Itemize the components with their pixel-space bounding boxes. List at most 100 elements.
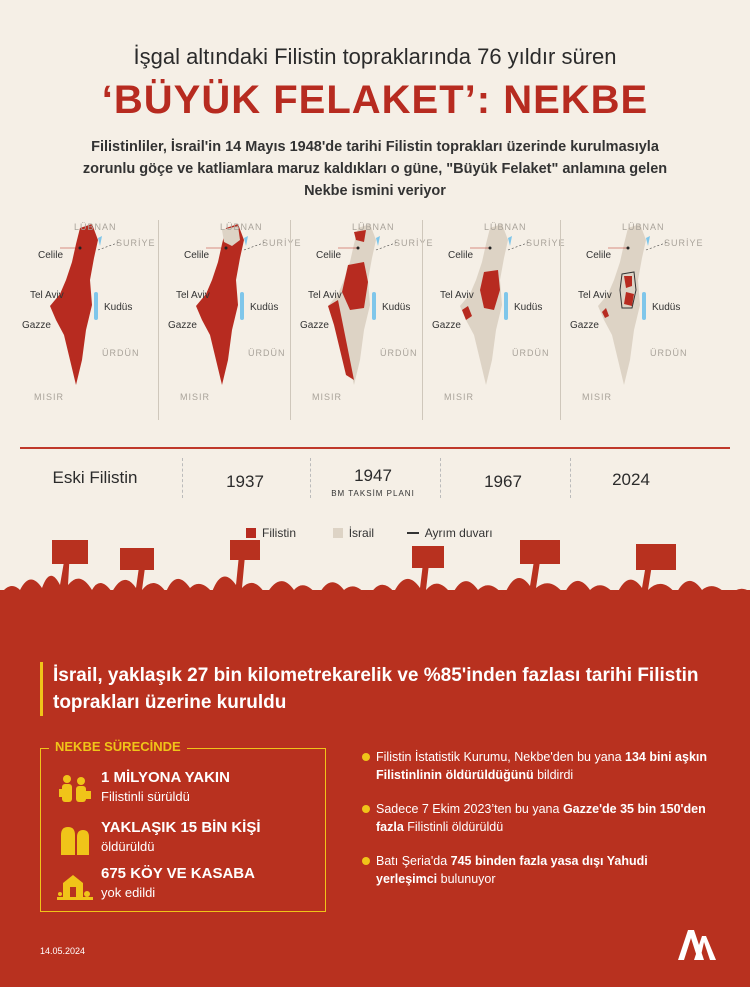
fact-item: Filistin İstatistik Kurumu, Nekbe'den bu… xyxy=(362,748,712,784)
map-panel: LÜBNAN SURİYE ÜRDÜN MISIR Celile Tel Aviv Gazz… xyxy=(568,210,703,450)
box-title: NEKBE SÜRECİNDE xyxy=(49,739,187,754)
refugees-icon xyxy=(59,775,91,802)
map-label-syria: SURİYE xyxy=(116,238,156,248)
legend-swatch-palestine xyxy=(246,527,256,538)
map-label-celile: Celile xyxy=(586,250,612,261)
map-label-kudus: Kudüs xyxy=(514,302,543,313)
stat-item: YAKLAŞIK 15 BİN KİŞİ öldürüldü xyxy=(57,819,317,863)
bullet-dot xyxy=(362,753,370,761)
maps-row: LÜBNAN SURİYE ÜRDÜN MISIR Celile Tel Aviv Gazz… xyxy=(20,210,730,450)
map-label-kudus: Kudüs xyxy=(652,302,681,313)
info-panel xyxy=(0,590,750,987)
map-label-jordan: ÜRDÜN xyxy=(380,348,418,358)
fact-highlight: Gazze'de 35 bin 150'den fazla xyxy=(376,802,706,834)
map-label-egypt: MISIR xyxy=(582,392,613,402)
map-label-celile: Celile xyxy=(184,250,210,261)
fact-text: Filistinli öldürüldü xyxy=(403,820,504,834)
map-label-syria: SURİYE xyxy=(394,238,434,248)
map-divider xyxy=(158,220,159,420)
map-label-gazze: Gazze xyxy=(22,320,51,331)
map-panel: LÜBNAN SURİYE ÜRDÜN MISIR Celile Tel Aviv Gazz… xyxy=(430,210,565,450)
map-label-egypt: MISIR xyxy=(312,392,343,402)
map-divider xyxy=(560,220,561,420)
palestine-map xyxy=(50,224,121,385)
stat-value: 1 MİLYONA YAKIN xyxy=(101,769,230,786)
legend-label-israel: İsrail xyxy=(348,525,375,540)
legend-swatch-israel xyxy=(332,527,343,538)
map-divider xyxy=(422,220,423,420)
timeline-label: Eski Filistin xyxy=(52,468,138,487)
map-label-telaviv: Tel Aviv xyxy=(30,290,64,301)
supertitle: İşgal altındaki Filistin topraklarında 7… xyxy=(133,44,617,69)
palestine-map xyxy=(460,224,531,385)
timeline-label: 2024 xyxy=(612,470,650,489)
facts-list: Filistin İstatistik Kurumu, Nekbe'den bu… xyxy=(362,748,712,904)
stat-label: yok edildi xyxy=(101,885,156,900)
palestine-map xyxy=(598,224,669,385)
map-label-telaviv: Tel Aviv xyxy=(176,290,210,301)
map-panel: LÜBNAN SURİYE ÜRDÜN MISIR Celile Tel Aviv Gazz… xyxy=(20,210,155,450)
stat-item: 1 MİLYONA YAKIN Filistinli sürüldü xyxy=(57,769,317,813)
fact-text: bildirdi xyxy=(533,768,574,782)
bullet-dot xyxy=(362,857,370,865)
map-label-kudus: Kudüs xyxy=(250,302,279,313)
timeline-divider xyxy=(570,458,571,498)
legend-label-palestine: Filistin xyxy=(262,525,297,540)
map-label-lebanon: LÜBNAN xyxy=(622,222,665,232)
map-label-lebanon: LÜBNAN xyxy=(220,222,263,232)
stat-label: Filistinli sürüldü xyxy=(101,789,190,804)
map-label-celile: Celile xyxy=(316,250,342,261)
bullet-dot xyxy=(362,805,370,813)
map-label-kudus: Kudüs xyxy=(104,302,133,313)
legend: Filistin İsrail Ayrım duvarı xyxy=(246,525,493,540)
timeline-divider xyxy=(182,458,183,498)
timeline: Eski Filistin 1937 1947 BM TAKSİM PLANI … xyxy=(20,458,730,508)
map-label-jordan: ÜRDÜN xyxy=(650,348,688,358)
map-panel: LÜBNAN SURİYE ÜRDÜN MISIR Celile Tel Aviv Gazz… xyxy=(166,210,301,450)
map-label-lebanon: LÜBNAN xyxy=(352,222,395,232)
stat-value: 675 KÖY VE KASABA xyxy=(101,865,255,882)
fact-item: Sadece 7 Ekim 2023’ten bu yana Gazze'de … xyxy=(362,800,712,836)
map-label-syria: SURİYE xyxy=(664,238,704,248)
timeline-sublabel: BM TAKSİM PLANI xyxy=(331,489,415,498)
map-panel: LÜBNAN SURİYE ÜRDÜN MISIR Celile Tel Aviv Gazz… xyxy=(298,210,433,450)
map-label-jordan: ÜRDÜN xyxy=(102,348,140,358)
stat-label: öldürüldü xyxy=(101,839,155,854)
stat-item: 675 KÖY VE KASABA yok edildi xyxy=(57,865,317,909)
map-label-syria: SURİYE xyxy=(526,238,566,248)
timeline-label: 1967 xyxy=(484,472,522,491)
fact-highlight: 134 bini aşkın Filistinlinin öldürüldüğü… xyxy=(376,750,708,782)
map-label-egypt: MISIR xyxy=(444,392,475,402)
fact-highlight: 745 binden fazla yasa dışı Yahudi yerleş… xyxy=(376,854,648,886)
map-label-telaviv: Tel Aviv xyxy=(578,290,612,301)
map-label-gazze: Gazze xyxy=(168,320,197,331)
map-label-celile: Celile xyxy=(38,250,64,261)
map-label-lebanon: LÜBNAN xyxy=(484,222,527,232)
page-title: ‘BÜYÜK FELAKET’: NEKBE xyxy=(101,78,649,122)
fact-text: Batı Şeria'da xyxy=(376,854,451,868)
palestine-map xyxy=(328,224,399,385)
protest-crowd-illustration xyxy=(0,540,750,630)
headline: İsrail, yaklaşık 27 bin kilometrekarelik… xyxy=(40,662,733,716)
timeline-divider xyxy=(440,458,441,498)
aa-logo-icon xyxy=(678,930,716,960)
fact-text: bulunuyor xyxy=(437,872,496,886)
timeline-divider xyxy=(310,458,311,498)
map-label-gazze: Gazze xyxy=(570,320,599,331)
map-label-kudus: Kudüs xyxy=(382,302,411,313)
palestine-map xyxy=(196,224,267,385)
map-label-telaviv: Tel Aviv xyxy=(308,290,342,301)
map-label-gazze: Gazze xyxy=(432,320,461,331)
map-label-celile: Celile xyxy=(448,250,474,261)
timeline-line xyxy=(20,447,730,449)
nekbe-stats-box: NEKBE SÜRECİNDE 1 MİLYONA YAKIN Filistin… xyxy=(40,739,326,912)
map-label-egypt: MISIR xyxy=(34,392,65,402)
map-label-jordan: ÜRDÜN xyxy=(248,348,286,358)
timeline-label: 1937 xyxy=(226,472,264,491)
intro-text: Filistinliler, İsrail'in 14 Mayıs 1948'd… xyxy=(82,139,668,199)
timeline-label: 1947 xyxy=(354,466,392,485)
map-label-syria: SURİYE xyxy=(262,238,302,248)
stat-value: YAKLAŞIK 15 BİN KİŞİ xyxy=(101,819,261,836)
legend-swatch-wall xyxy=(406,531,419,534)
map-label-telaviv: Tel Aviv xyxy=(440,290,474,301)
